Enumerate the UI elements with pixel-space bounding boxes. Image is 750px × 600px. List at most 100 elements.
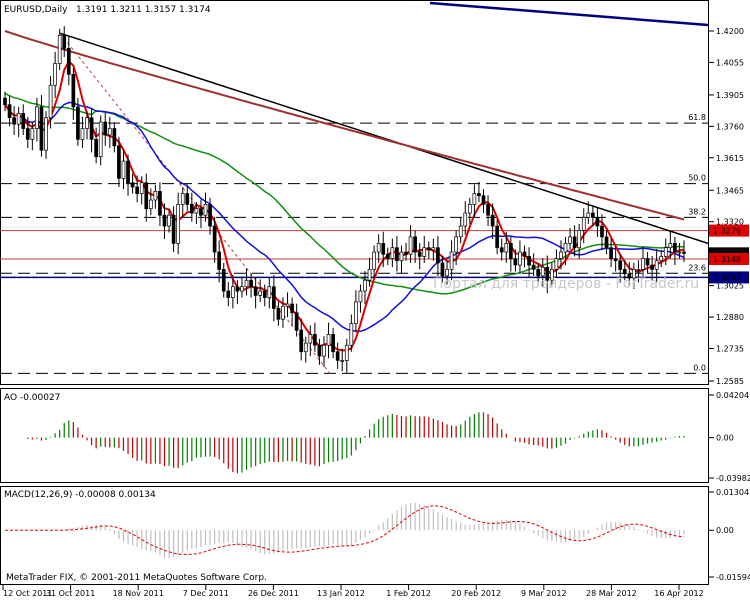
candle-body — [66, 47, 71, 75]
candle-body — [540, 266, 545, 277]
candle-body — [285, 303, 290, 307]
candle-body — [158, 191, 162, 216]
macd-layer — [5, 502, 685, 559]
candle-body — [221, 269, 226, 292]
candle-body — [518, 251, 522, 266]
candle-body — [94, 139, 98, 158]
candle-body — [344, 344, 349, 361]
candle-body — [591, 212, 595, 218]
candle-body — [600, 225, 604, 238]
x-tick-label: 12 Oct 2011 — [3, 589, 52, 598]
candle-body — [98, 121, 103, 158]
candle-body — [495, 225, 500, 249]
candle-body — [208, 204, 212, 227]
candle-body — [354, 301, 358, 324]
symbol-label: EURUSD,Daily — [4, 5, 68, 15]
candle-body — [231, 286, 235, 298]
candle-body — [559, 251, 563, 259]
candle-body — [244, 279, 249, 288]
candle-body — [372, 251, 376, 270]
candle-body — [48, 84, 53, 119]
ao-pane[interactable] — [0, 388, 709, 483]
candle-body — [422, 247, 427, 257]
candle-body — [581, 217, 586, 231]
y-tick-label: 1.3615 — [716, 154, 744, 163]
candle-body — [130, 182, 135, 188]
candle-body — [199, 208, 203, 216]
candle-body — [486, 204, 490, 216]
candle-body — [153, 191, 158, 201]
main-layer: 61.8 50.0 38.2 23.6 0.0 — [0, 1, 709, 374]
trendline-black — [59, 32, 709, 245]
candle-body — [650, 264, 654, 270]
candle-body — [135, 186, 140, 194]
trendline-blue — [429, 1, 709, 27]
candle-body — [641, 258, 645, 270]
candle-body — [7, 104, 12, 119]
x-tick-label: 7 Dec 2011 — [183, 589, 229, 598]
candle-body — [57, 34, 62, 64]
candle-body — [577, 230, 582, 249]
candle-body — [358, 290, 363, 303]
price-box — [709, 224, 749, 237]
candle-body — [276, 308, 281, 320]
candle-body — [659, 256, 664, 262]
candle-body — [622, 269, 627, 275]
macd-pane[interactable] — [0, 486, 709, 585]
candle-body — [404, 251, 408, 255]
watermark: Портал для трейдеров - ForTrader.ru — [433, 276, 699, 292]
candle-body — [682, 251, 686, 254]
candle-body — [673, 243, 677, 253]
candle-body — [572, 236, 577, 249]
candle-body — [536, 269, 541, 277]
candle-body — [126, 160, 130, 184]
x-tick-label: 9 Mar 2012 — [521, 589, 567, 598]
candle-body — [262, 290, 267, 298]
macd-y-tick-label: 0.00 — [716, 526, 734, 535]
candle-body — [426, 247, 431, 251]
ma-slow-line — [4, 92, 685, 295]
candle-body — [162, 214, 167, 227]
candle-body — [458, 225, 463, 238]
y-tick-label: 1.3760 — [716, 122, 744, 131]
candle-body — [454, 236, 458, 253]
candle-body — [62, 34, 67, 49]
candle-body — [618, 260, 623, 270]
candle-body — [144, 182, 149, 210]
price-box — [709, 271, 749, 284]
candle-body — [308, 334, 313, 344]
candle-body — [194, 208, 199, 214]
candle-body — [499, 247, 504, 253]
price-box-label: 1.3279 — [713, 227, 741, 236]
candle-body — [112, 128, 117, 147]
y-tick-label: 1.2585 — [716, 377, 744, 386]
ma-long-line — [4, 30, 685, 221]
candle-body — [349, 323, 354, 346]
candle-body — [627, 273, 632, 279]
candle-body — [531, 264, 536, 270]
y-tick-label: 1.3465 — [716, 186, 744, 195]
candle-body — [636, 269, 641, 271]
candle-body — [294, 312, 299, 331]
y-tick-label: 1.4200 — [716, 27, 744, 36]
candle-body — [408, 236, 413, 255]
x-tick-label: 18 Nov 2011 — [113, 589, 164, 598]
candle-body — [103, 121, 108, 136]
y-tick-label: 1.4055 — [716, 58, 744, 67]
candle-body — [508, 243, 513, 259]
main-pane[interactable] — [0, 0, 709, 385]
macd-signal-line — [5, 505, 685, 555]
candle-body — [490, 214, 495, 227]
candle-body — [322, 344, 326, 357]
candle-body — [395, 247, 399, 262]
candle-body — [340, 360, 345, 362]
candle-body — [217, 251, 222, 270]
candle-body — [80, 128, 85, 140]
y-tick-label: 1.3905 — [716, 91, 744, 100]
candle-body — [609, 247, 613, 259]
candle-body — [44, 117, 48, 151]
candle-body — [376, 243, 381, 253]
candle-body — [35, 106, 39, 129]
candle-body — [317, 344, 322, 357]
